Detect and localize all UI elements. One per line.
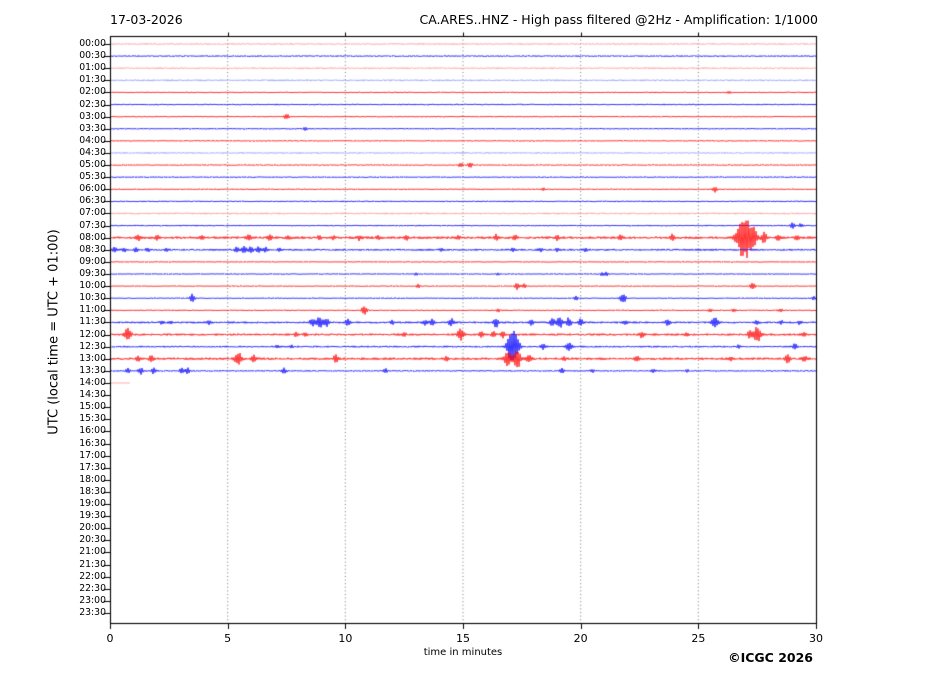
y-tick-label: 16:00 <box>79 425 106 437</box>
x-tick-label: 0 <box>106 632 114 645</box>
y-tick-label: 00:30 <box>79 50 106 62</box>
y-tick-label: 13:00 <box>79 352 106 364</box>
y-tick-label: 04:30 <box>79 146 106 158</box>
y-tick-label: 02:00 <box>79 86 106 98</box>
x-tick-label: 5 <box>224 632 232 645</box>
y-tick-label: 04:00 <box>79 134 106 146</box>
y-tick-label: 23:30 <box>79 607 106 618</box>
y-tick-label: 15:00 <box>79 401 106 413</box>
y-tick-label: 05:00 <box>79 159 106 171</box>
y-tick-label: 12:00 <box>79 328 106 340</box>
y-tick-label: 19:30 <box>79 510 106 522</box>
y-tick-label: 03:30 <box>79 122 106 134</box>
x-tick-label: 20 <box>573 632 588 645</box>
y-tick-label: 10:00 <box>79 280 106 292</box>
y-tick-label: 01:30 <box>79 74 106 86</box>
y-tick-label: 18:00 <box>79 473 106 485</box>
y-tick-label: 10:30 <box>79 292 106 304</box>
plot-date: 17-03-2026 <box>110 12 183 27</box>
y-tick-label: 08:00 <box>79 231 106 243</box>
y-tick-label: 06:00 <box>79 183 106 195</box>
y-tick-label: 12:30 <box>79 340 106 352</box>
x-axis-label: time in minutes <box>423 647 503 658</box>
y-tick-label: 02:30 <box>79 98 106 110</box>
y-tick-label: 03:00 <box>79 110 106 122</box>
y-tick-label: 11:30 <box>79 316 106 328</box>
y-tick-label: 05:30 <box>79 171 106 183</box>
y-tick-label: 14:30 <box>79 389 106 401</box>
y-tick-label: 08:30 <box>79 243 106 255</box>
y-tick-label: 11:00 <box>79 304 106 316</box>
y-tick-label: 15:30 <box>79 413 106 425</box>
y-tick-label: 21:00 <box>79 546 106 558</box>
y-tick-label: 17:00 <box>79 449 106 461</box>
y-tick-label: 17:30 <box>79 461 106 473</box>
y-tick-label: 09:30 <box>79 268 106 280</box>
plot-title: CA.ARES..HNZ - High pass filtered @2Hz -… <box>419 12 818 27</box>
y-tick-label: 20:00 <box>79 522 106 534</box>
y-tick-label: 01:00 <box>79 62 106 74</box>
y-tick-label: 07:30 <box>79 219 106 231</box>
y-tick-label: 22:00 <box>79 570 106 582</box>
y-tick-label: 20:30 <box>79 534 106 546</box>
y-tick-label: 16:30 <box>79 437 106 449</box>
y-tick-label: 19:00 <box>79 498 106 510</box>
x-tick-label: 15 <box>456 632 470 645</box>
y-tick-label: 13:30 <box>79 364 106 376</box>
x-tick-label: 25 <box>691 632 706 645</box>
y-tick-label: 23:00 <box>79 594 106 606</box>
y-tick-label: 18:30 <box>79 485 106 497</box>
x-tick-label: 30 <box>809 632 823 645</box>
y-tick-label: 14:00 <box>79 376 106 388</box>
copyright-text: ©ICGC 2026 <box>728 650 813 665</box>
y-tick-label: 07:00 <box>79 207 106 219</box>
y-tick-label: 22:30 <box>79 582 106 594</box>
y-tick-label: 00:00 <box>79 38 106 49</box>
y-tick-label: 09:00 <box>79 255 106 267</box>
y-tick-label: 06:30 <box>79 195 106 207</box>
y-tick-label: 21:30 <box>79 558 106 570</box>
x-tick-label: 10 <box>338 632 353 645</box>
